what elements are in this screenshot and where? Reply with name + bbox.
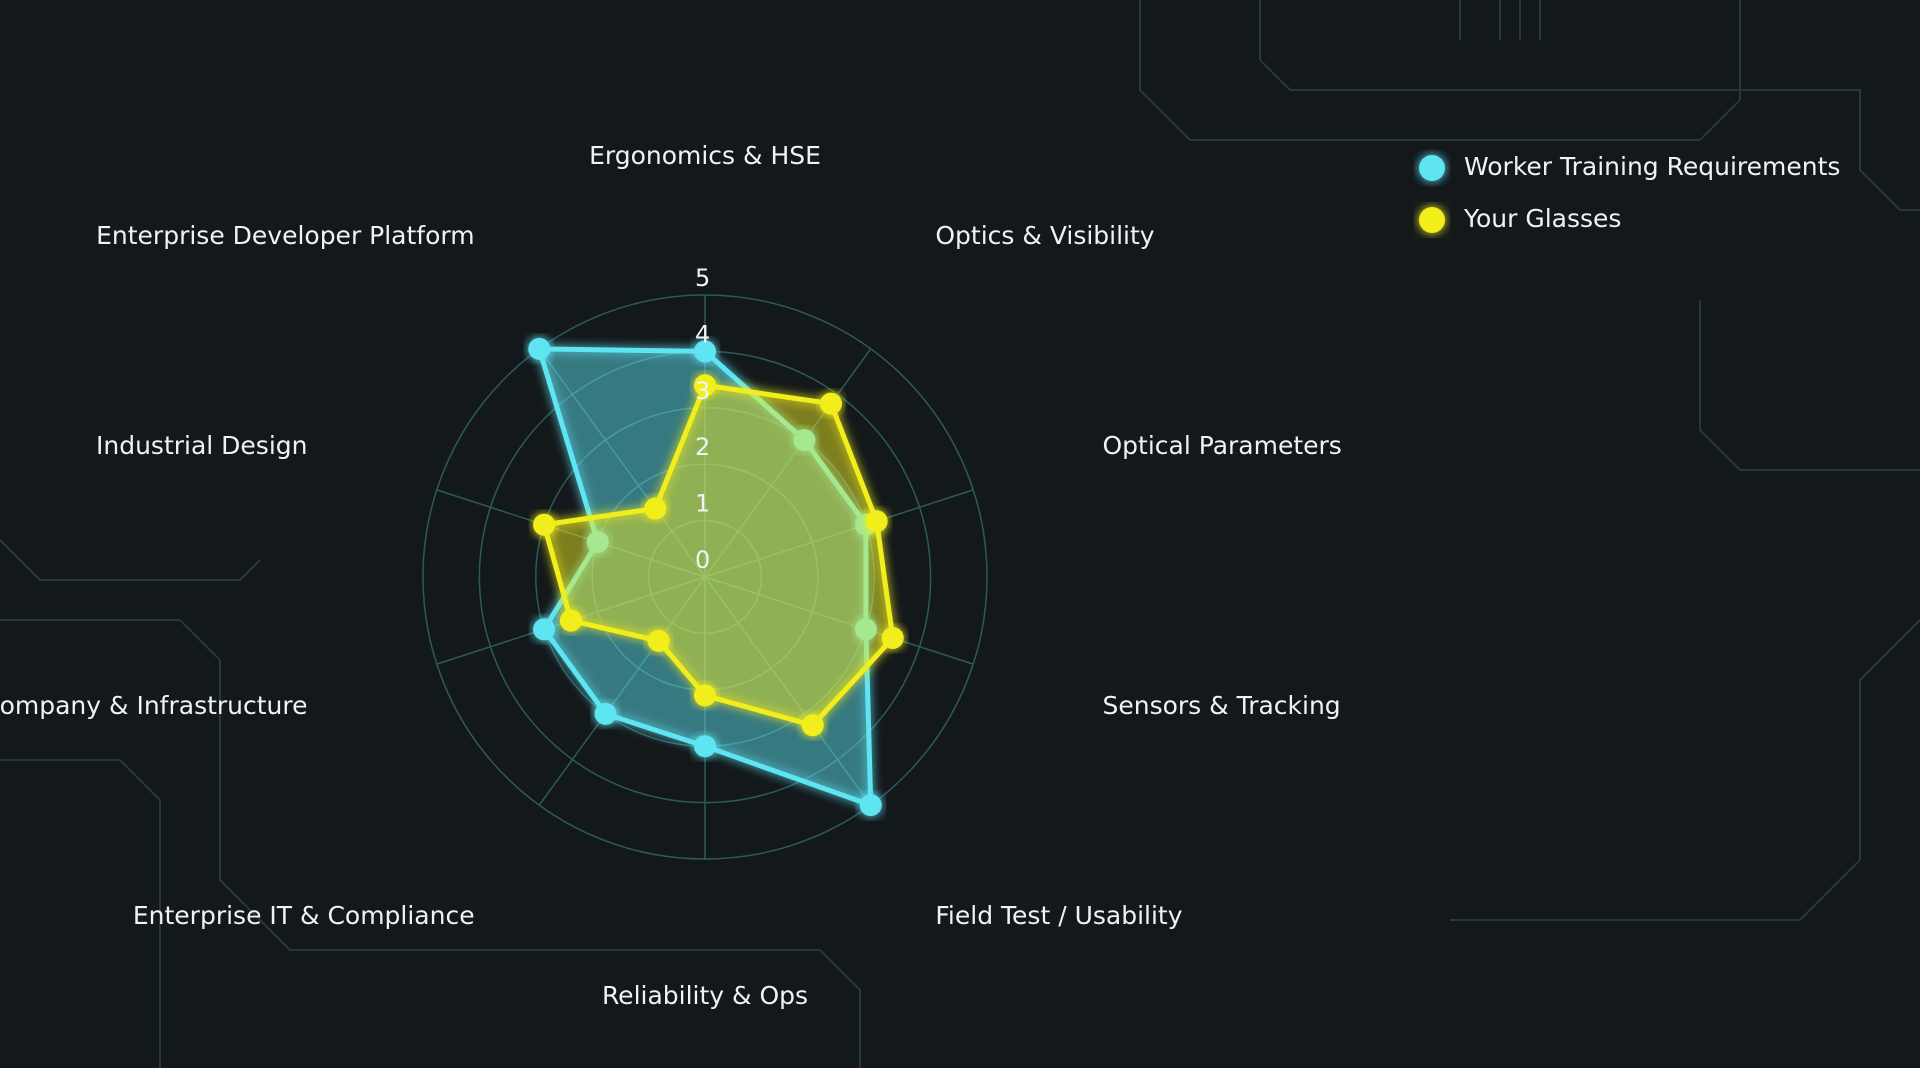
axis-label: Industrial Design [96, 431, 308, 460]
radial-tick-label: 4 [695, 320, 710, 348]
radial-tick-label: 0 [695, 546, 710, 574]
radial-tick-label: 5 [695, 264, 710, 292]
series-point [594, 702, 617, 725]
series-point [528, 337, 551, 360]
radial-tick-label: 3 [695, 377, 710, 405]
legend-label: Your Glasses [1463, 204, 1621, 233]
series-point [881, 626, 904, 649]
series-point [865, 510, 888, 533]
series-point [647, 629, 670, 652]
axis-label: Reliability & Ops [602, 981, 808, 1010]
series-point [694, 684, 716, 707]
series-point [801, 714, 824, 737]
series-point [694, 340, 716, 363]
legend-marker [1419, 207, 1445, 233]
axis-label: Optics & Visibility [935, 221, 1154, 250]
axis-label: Sensors & Tracking [1102, 691, 1340, 720]
axis-label: Company & Infrastructure [0, 691, 308, 720]
radial-tick-label: 1 [695, 490, 710, 518]
axis-label: Ergonomics & HSE [589, 141, 821, 170]
radial-tick-label: 2 [695, 433, 710, 461]
radar-plot: 0 1 2 3 4 5 Ergonomics & HSE Optics & Visibilit… [0, 141, 1342, 1010]
series-point [819, 392, 842, 415]
series-point [644, 497, 667, 520]
series-point [559, 609, 582, 632]
legend-marker [1419, 155, 1445, 181]
series-point [859, 794, 882, 817]
axis-label: Optical Parameters [1102, 431, 1341, 460]
legend: Worker Training Requirements Your Glasses [1419, 152, 1840, 233]
series-point [694, 374, 716, 397]
axis-label: Enterprise IT & Compliance [133, 901, 475, 930]
legend-label: Worker Training Requirements [1464, 152, 1840, 181]
axis-label: Enterprise Developer Platform [96, 221, 475, 250]
series-point [533, 618, 556, 641]
series-point [694, 735, 716, 758]
series-point [533, 513, 556, 536]
axis-label: Field Test / Usability [935, 901, 1182, 930]
